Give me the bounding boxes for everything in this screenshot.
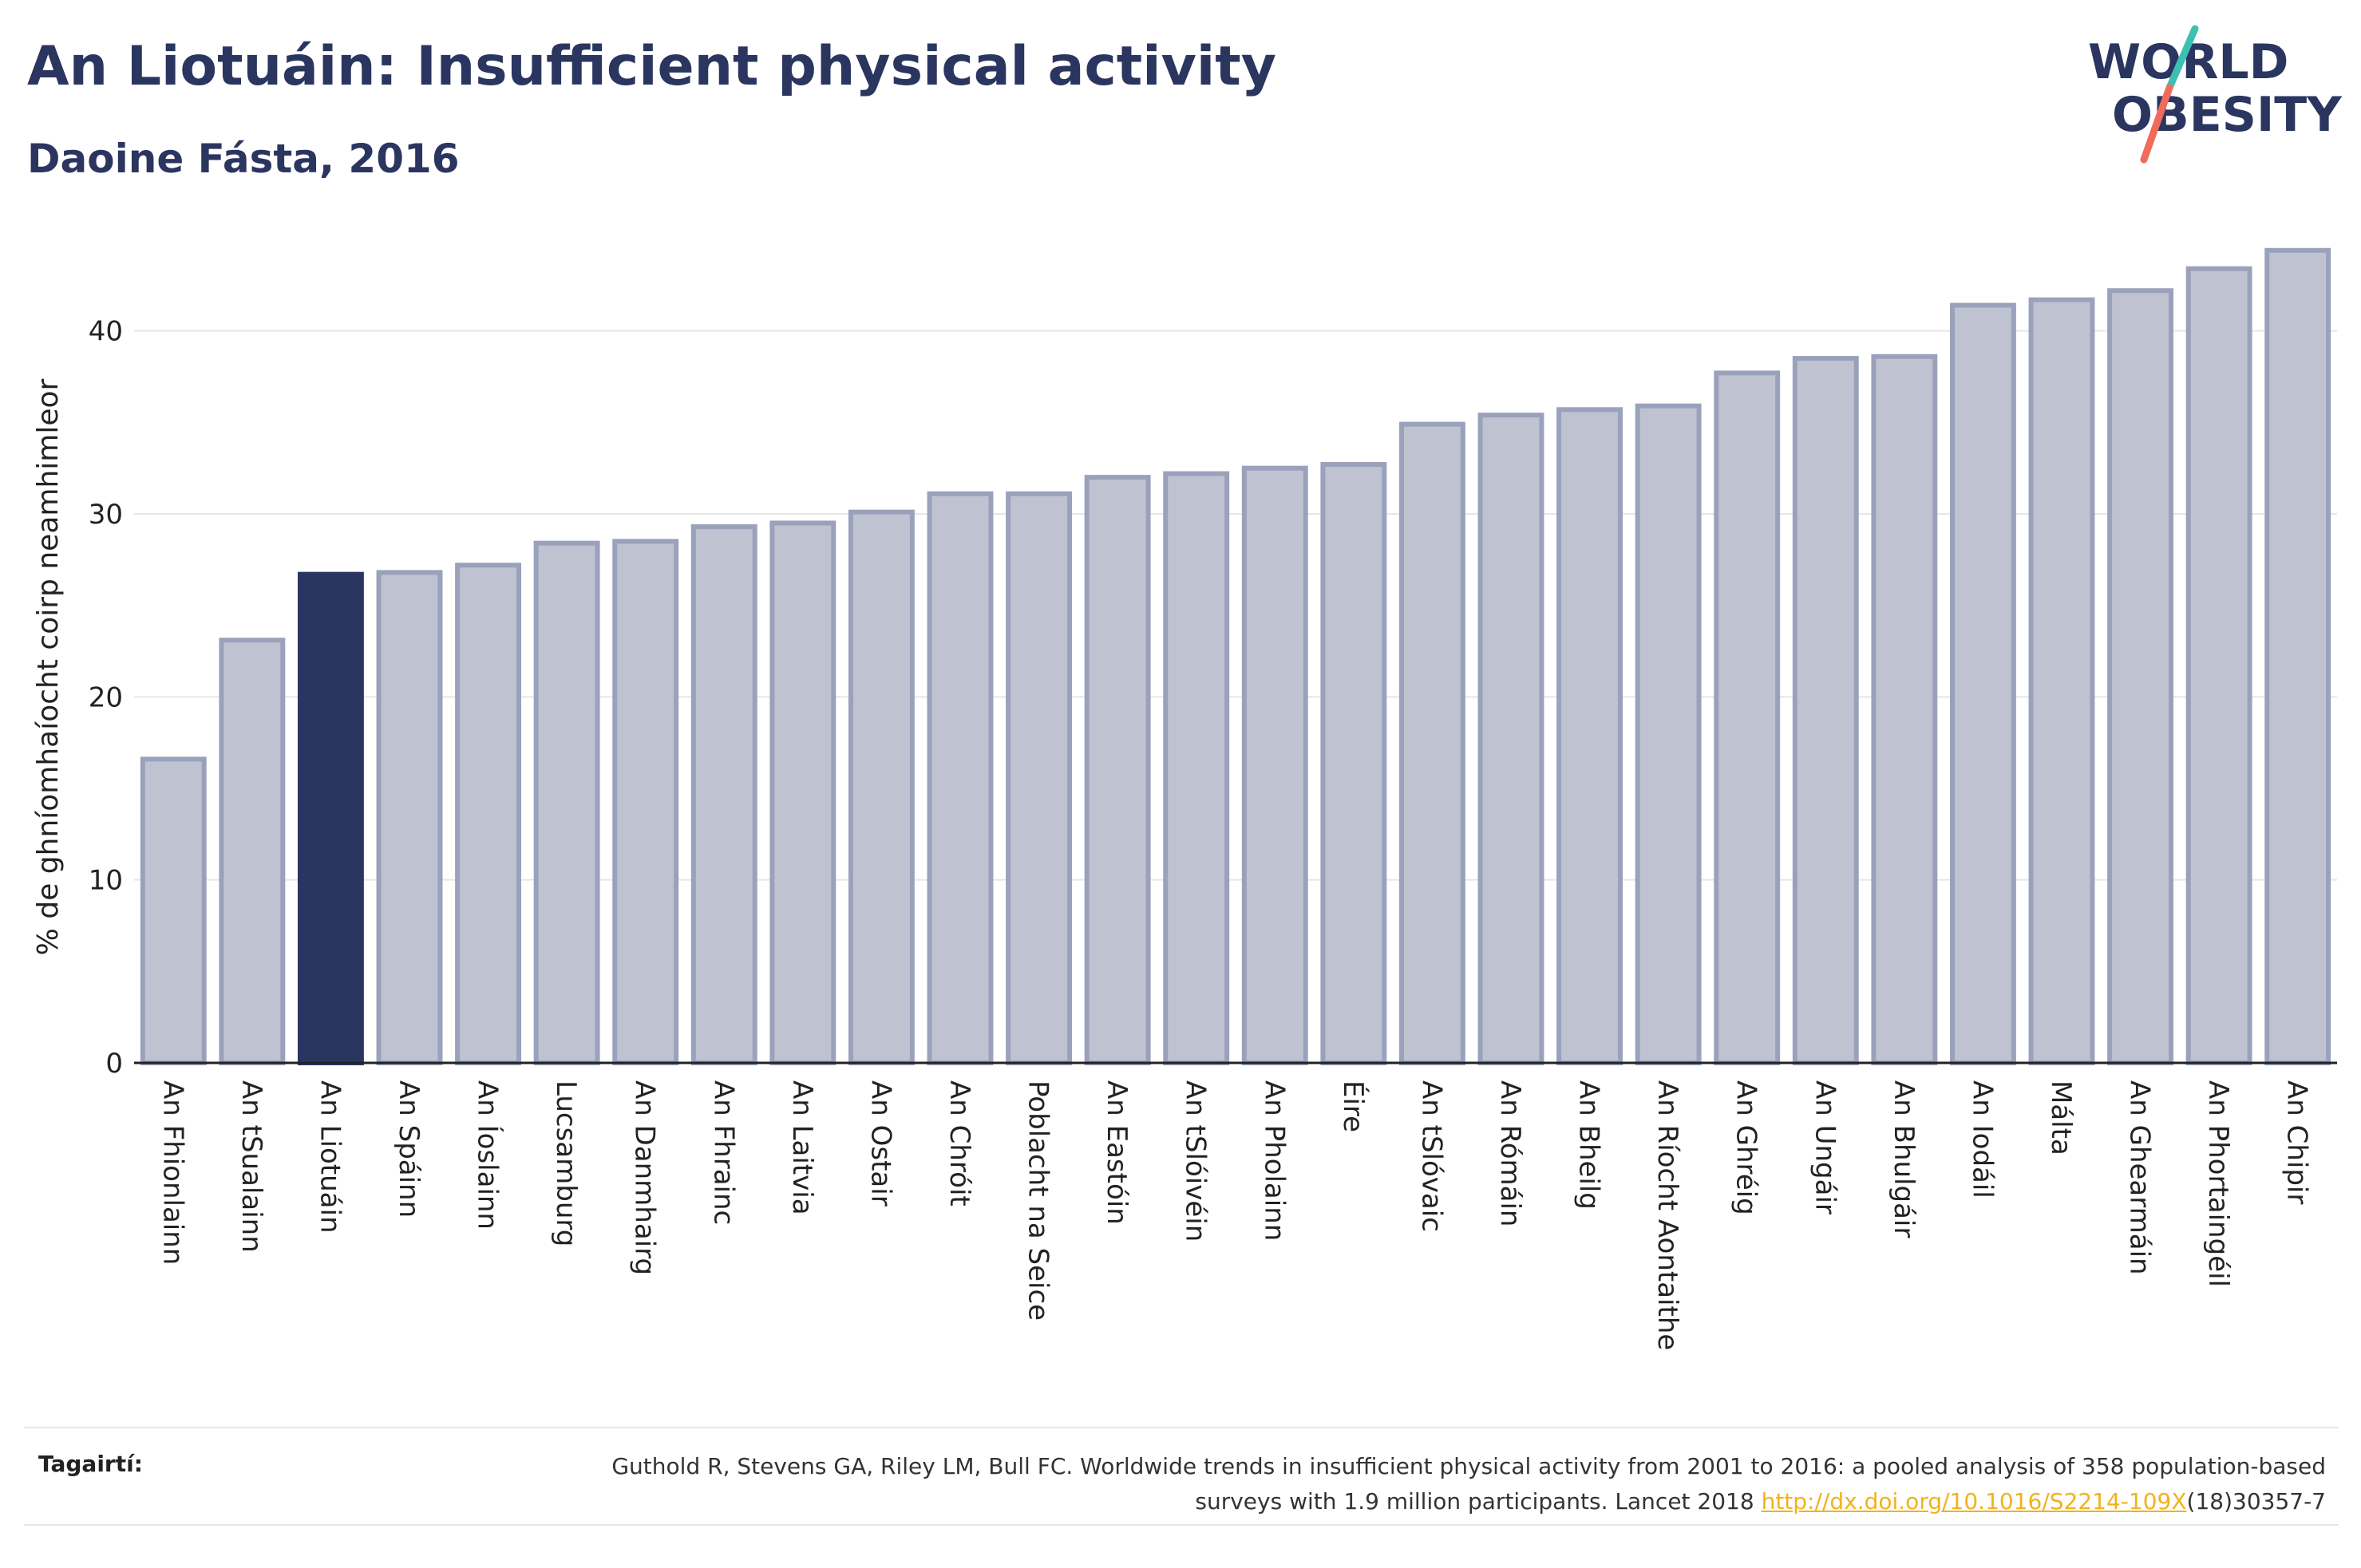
x-tick-label: An Spáinn bbox=[393, 1080, 425, 1218]
x-tick-label: An tSlóvaic bbox=[1415, 1080, 1447, 1232]
bar[interactable] bbox=[848, 509, 915, 1065]
x-tick-label: An Ostair bbox=[864, 1080, 896, 1207]
bar[interactable] bbox=[140, 756, 207, 1065]
chart-subtitle: Daoine Fásta, 2016 bbox=[27, 136, 460, 182]
x-tick-label: An tSualainn bbox=[235, 1080, 267, 1253]
bar[interactable] bbox=[533, 540, 600, 1065]
bar[interactable] bbox=[1477, 413, 1544, 1065]
bar[interactable] bbox=[219, 638, 286, 1065]
world-obesity-logo: WORLD OBESITY bbox=[2088, 25, 2343, 164]
bar[interactable] bbox=[1871, 353, 1938, 1066]
bar[interactable] bbox=[1241, 465, 1308, 1065]
x-tick-label: An Íoslainn bbox=[472, 1080, 504, 1230]
x-tick-label: An Phortaingéil bbox=[2202, 1080, 2234, 1287]
y-axis-title: % de ghníomhaíocht coirp neamhimleor bbox=[32, 378, 65, 955]
bar[interactable] bbox=[927, 491, 994, 1065]
bar[interactable] bbox=[1635, 403, 1702, 1065]
bar[interactable] bbox=[769, 520, 836, 1065]
x-tick-label: An Bhulgáir bbox=[1888, 1080, 1920, 1238]
y-tick-label: 30 bbox=[89, 499, 123, 531]
bar[interactable] bbox=[376, 570, 443, 1065]
bar[interactable] bbox=[2185, 266, 2252, 1065]
bar[interactable] bbox=[1084, 475, 1151, 1065]
bars bbox=[140, 247, 2331, 1066]
logo-slash-coral bbox=[2140, 84, 2173, 164]
bar[interactable] bbox=[612, 539, 679, 1065]
x-tick-label: An Ghréig bbox=[1730, 1080, 1762, 1215]
y-tick-label: 40 bbox=[89, 316, 123, 348]
reference-citation: Guthold R, Stevens GA, Riley LM, Bull FC… bbox=[611, 1453, 2326, 1515]
x-tick-label: An Ghearmáin bbox=[2124, 1080, 2156, 1275]
footer-top-rule bbox=[24, 1427, 2339, 1428]
bar[interactable] bbox=[1949, 302, 2016, 1065]
bar[interactable] bbox=[455, 563, 522, 1065]
bar[interactable] bbox=[297, 571, 364, 1065]
bar[interactable] bbox=[1792, 356, 1859, 1066]
x-tick-label: An Pholainn bbox=[1258, 1080, 1290, 1241]
x-axis-labels: An Fhionlainn An tSualainn An Liotuáin An S… bbox=[156, 1080, 2312, 1350]
y-axis-ticks: 0 10 20 30 40 bbox=[89, 316, 123, 1080]
bar[interactable] bbox=[2028, 297, 2095, 1065]
bar[interactable] bbox=[1163, 471, 1230, 1065]
y-tick-label: 20 bbox=[89, 681, 123, 713]
x-tick-label: An Liotuáin bbox=[314, 1080, 346, 1234]
bar[interactable] bbox=[1320, 462, 1387, 1065]
x-tick-label: An Laitvia bbox=[786, 1080, 818, 1215]
footer-bottom-rule bbox=[24, 1524, 2339, 1526]
bar[interactable] bbox=[1006, 491, 1073, 1065]
x-tick-label: An Fhrainc bbox=[707, 1080, 739, 1225]
x-tick-label: Éire bbox=[1337, 1080, 1370, 1132]
bar[interactable] bbox=[690, 524, 757, 1065]
x-tick-label: An tSlóivéin bbox=[1180, 1080, 1212, 1242]
bar-chart: 0 10 20 30 40 An Fhionlainn An tSualainn An Li… bbox=[32, 247, 2337, 1350]
logo-slash-teal bbox=[2165, 25, 2199, 92]
references-text: Guthold R, Stevens GA, Riley LM, Bull FC… bbox=[570, 1449, 2326, 1519]
bar[interactable] bbox=[1398, 421, 1465, 1065]
y-tick-label: 10 bbox=[89, 865, 123, 897]
x-tick-label: An Iodáil bbox=[1966, 1080, 1998, 1199]
reference-doi-link[interactable]: http://dx.doi.org/10.1016/S2214-109X bbox=[1761, 1488, 2187, 1515]
x-tick-label: Málta bbox=[2045, 1080, 2077, 1155]
x-tick-label: Lucsamburg bbox=[550, 1080, 582, 1246]
y-tick-label: 0 bbox=[105, 1048, 123, 1080]
x-tick-label: An Eastóin bbox=[1101, 1080, 1133, 1225]
x-tick-label: An Rómáin bbox=[1494, 1080, 1526, 1226]
reference-citation-suffix: (18)30357-7 bbox=[2186, 1488, 2326, 1515]
bar[interactable] bbox=[2264, 247, 2331, 1065]
bar[interactable] bbox=[1714, 370, 1781, 1065]
x-tick-label: An Ungáir bbox=[1809, 1080, 1841, 1215]
x-tick-label: An Bheilg bbox=[1573, 1080, 1605, 1210]
references-label: Tagairtí: bbox=[38, 1451, 143, 1477]
x-tick-label: An Fhionlainn bbox=[156, 1080, 188, 1265]
x-tick-label: An Chróit bbox=[943, 1080, 975, 1207]
x-tick-label: An Danmhairg bbox=[629, 1080, 661, 1275]
bar[interactable] bbox=[2107, 288, 2174, 1066]
x-tick-label: An Ríocht Aontaithe bbox=[1651, 1080, 1683, 1350]
bar[interactable] bbox=[1556, 407, 1623, 1065]
chart-title: An Liotuáin: Insufficient physical activ… bbox=[27, 35, 1277, 98]
x-tick-label: An Chipir bbox=[2281, 1080, 2313, 1204]
x-tick-label: Poblacht na Seice bbox=[1022, 1080, 1054, 1321]
